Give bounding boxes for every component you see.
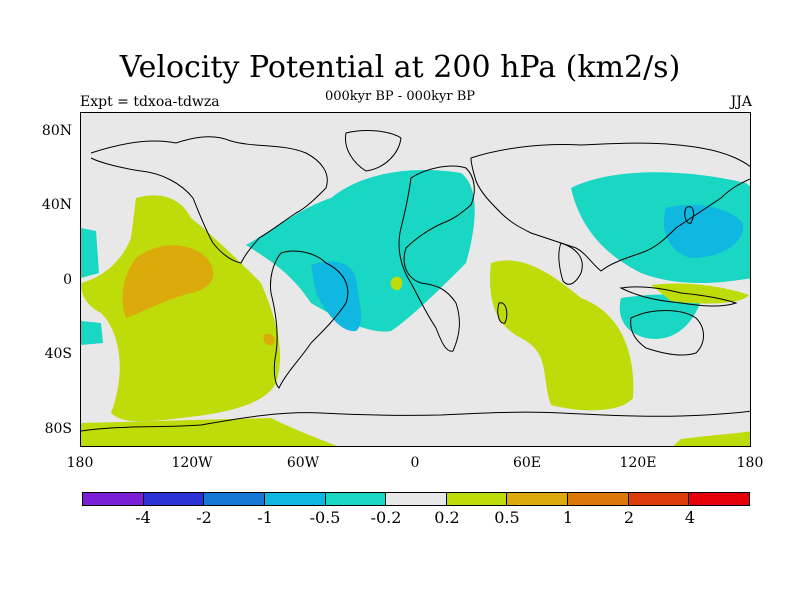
lon-label-60w: 60W — [286, 455, 320, 471]
colorbar-box — [446, 493, 508, 505]
coastline-indonesia — [619, 286, 738, 307]
colorbar-box — [204, 493, 265, 505]
colorbar-box — [386, 493, 447, 505]
lat-label-0: 0 — [63, 272, 72, 288]
coastline-japan — [684, 206, 694, 224]
colorbar-label: -0.5 — [309, 508, 341, 527]
lat-label-40s: 40S — [44, 346, 72, 362]
lon-label-0: 0 — [410, 455, 420, 471]
chart-title: Velocity Potential at 200 hPa (km2/s) — [119, 50, 681, 85]
colorbar-box — [568, 493, 629, 505]
coastline-greenland — [344, 130, 402, 172]
coastline-asia — [470, 142, 750, 272]
colorbar-box — [264, 493, 326, 505]
field-region-blue-amazon — [311, 261, 362, 332]
experiment-label: Expt = tdxoa-tdwza — [80, 94, 220, 110]
colorbar-label: -0.2 — [370, 508, 402, 527]
lat-label-80n: 80N — [41, 123, 72, 139]
field-region-blue-pacific — [663, 204, 744, 258]
coastline-south-america — [270, 250, 349, 389]
coastline-antarctica — [81, 410, 750, 432]
map-panel — [80, 112, 751, 447]
colorbar-box — [143, 493, 205, 505]
field-region-cyan-indonesia — [619, 294, 701, 339]
lon-label-120e: 120E — [619, 455, 657, 471]
colorbar-label: 0.2 — [434, 508, 460, 527]
colorbar-label: -4 — [135, 508, 151, 527]
field-region-green-south — [81, 418, 337, 446]
colorbar-label: 1 — [562, 508, 574, 527]
colorbar-label: 4 — [684, 508, 696, 527]
field-region-cyan-west — [81, 228, 99, 278]
field-region-green-southeast — [673, 431, 750, 446]
lon-label-180e: 180 — [736, 455, 764, 471]
field-region-cyan-west2 — [81, 321, 103, 345]
coastlines — [81, 130, 750, 432]
colorbar-box — [689, 493, 750, 505]
field-region-green-indian — [490, 260, 634, 411]
coastline-north-america — [90, 136, 328, 264]
map-svg — [81, 130, 750, 446]
field-region-green-small2 — [651, 283, 749, 304]
field-region-green-pacific — [81, 195, 281, 422]
field-region-orange-small — [263, 333, 275, 346]
field-region-cyan-atlantic — [246, 170, 475, 332]
coastline-madagascar — [497, 302, 508, 324]
colorbar-box — [325, 493, 387, 505]
lon-label-120w: 120W — [171, 455, 213, 471]
coastline-australia — [630, 310, 704, 356]
chart-subtitle: 000kyr BP - 000kyr BP — [324, 89, 476, 104]
colorbar-box — [507, 493, 569, 505]
colorbar-label: 0.5 — [494, 508, 520, 527]
colorbar-box — [83, 493, 144, 505]
colorbar-box — [628, 493, 690, 505]
season-label: JJA — [730, 94, 752, 110]
field-region-green-small1 — [390, 276, 403, 291]
colorbar-label: -1 — [257, 508, 273, 527]
field-region-orange-core — [122, 245, 214, 318]
lon-label-180w: 180 — [66, 455, 94, 471]
coastline-india — [558, 242, 583, 285]
colorbar-label: -2 — [196, 508, 212, 527]
lat-label-80s: 80S — [44, 421, 72, 437]
colorbar — [82, 492, 750, 506]
coastline-europe-africa — [398, 165, 475, 352]
lon-label-60e: 60E — [512, 455, 542, 471]
lat-label-40n: 40N — [41, 197, 72, 213]
field-shading — [81, 170, 750, 446]
colorbar-label: 2 — [623, 508, 635, 527]
